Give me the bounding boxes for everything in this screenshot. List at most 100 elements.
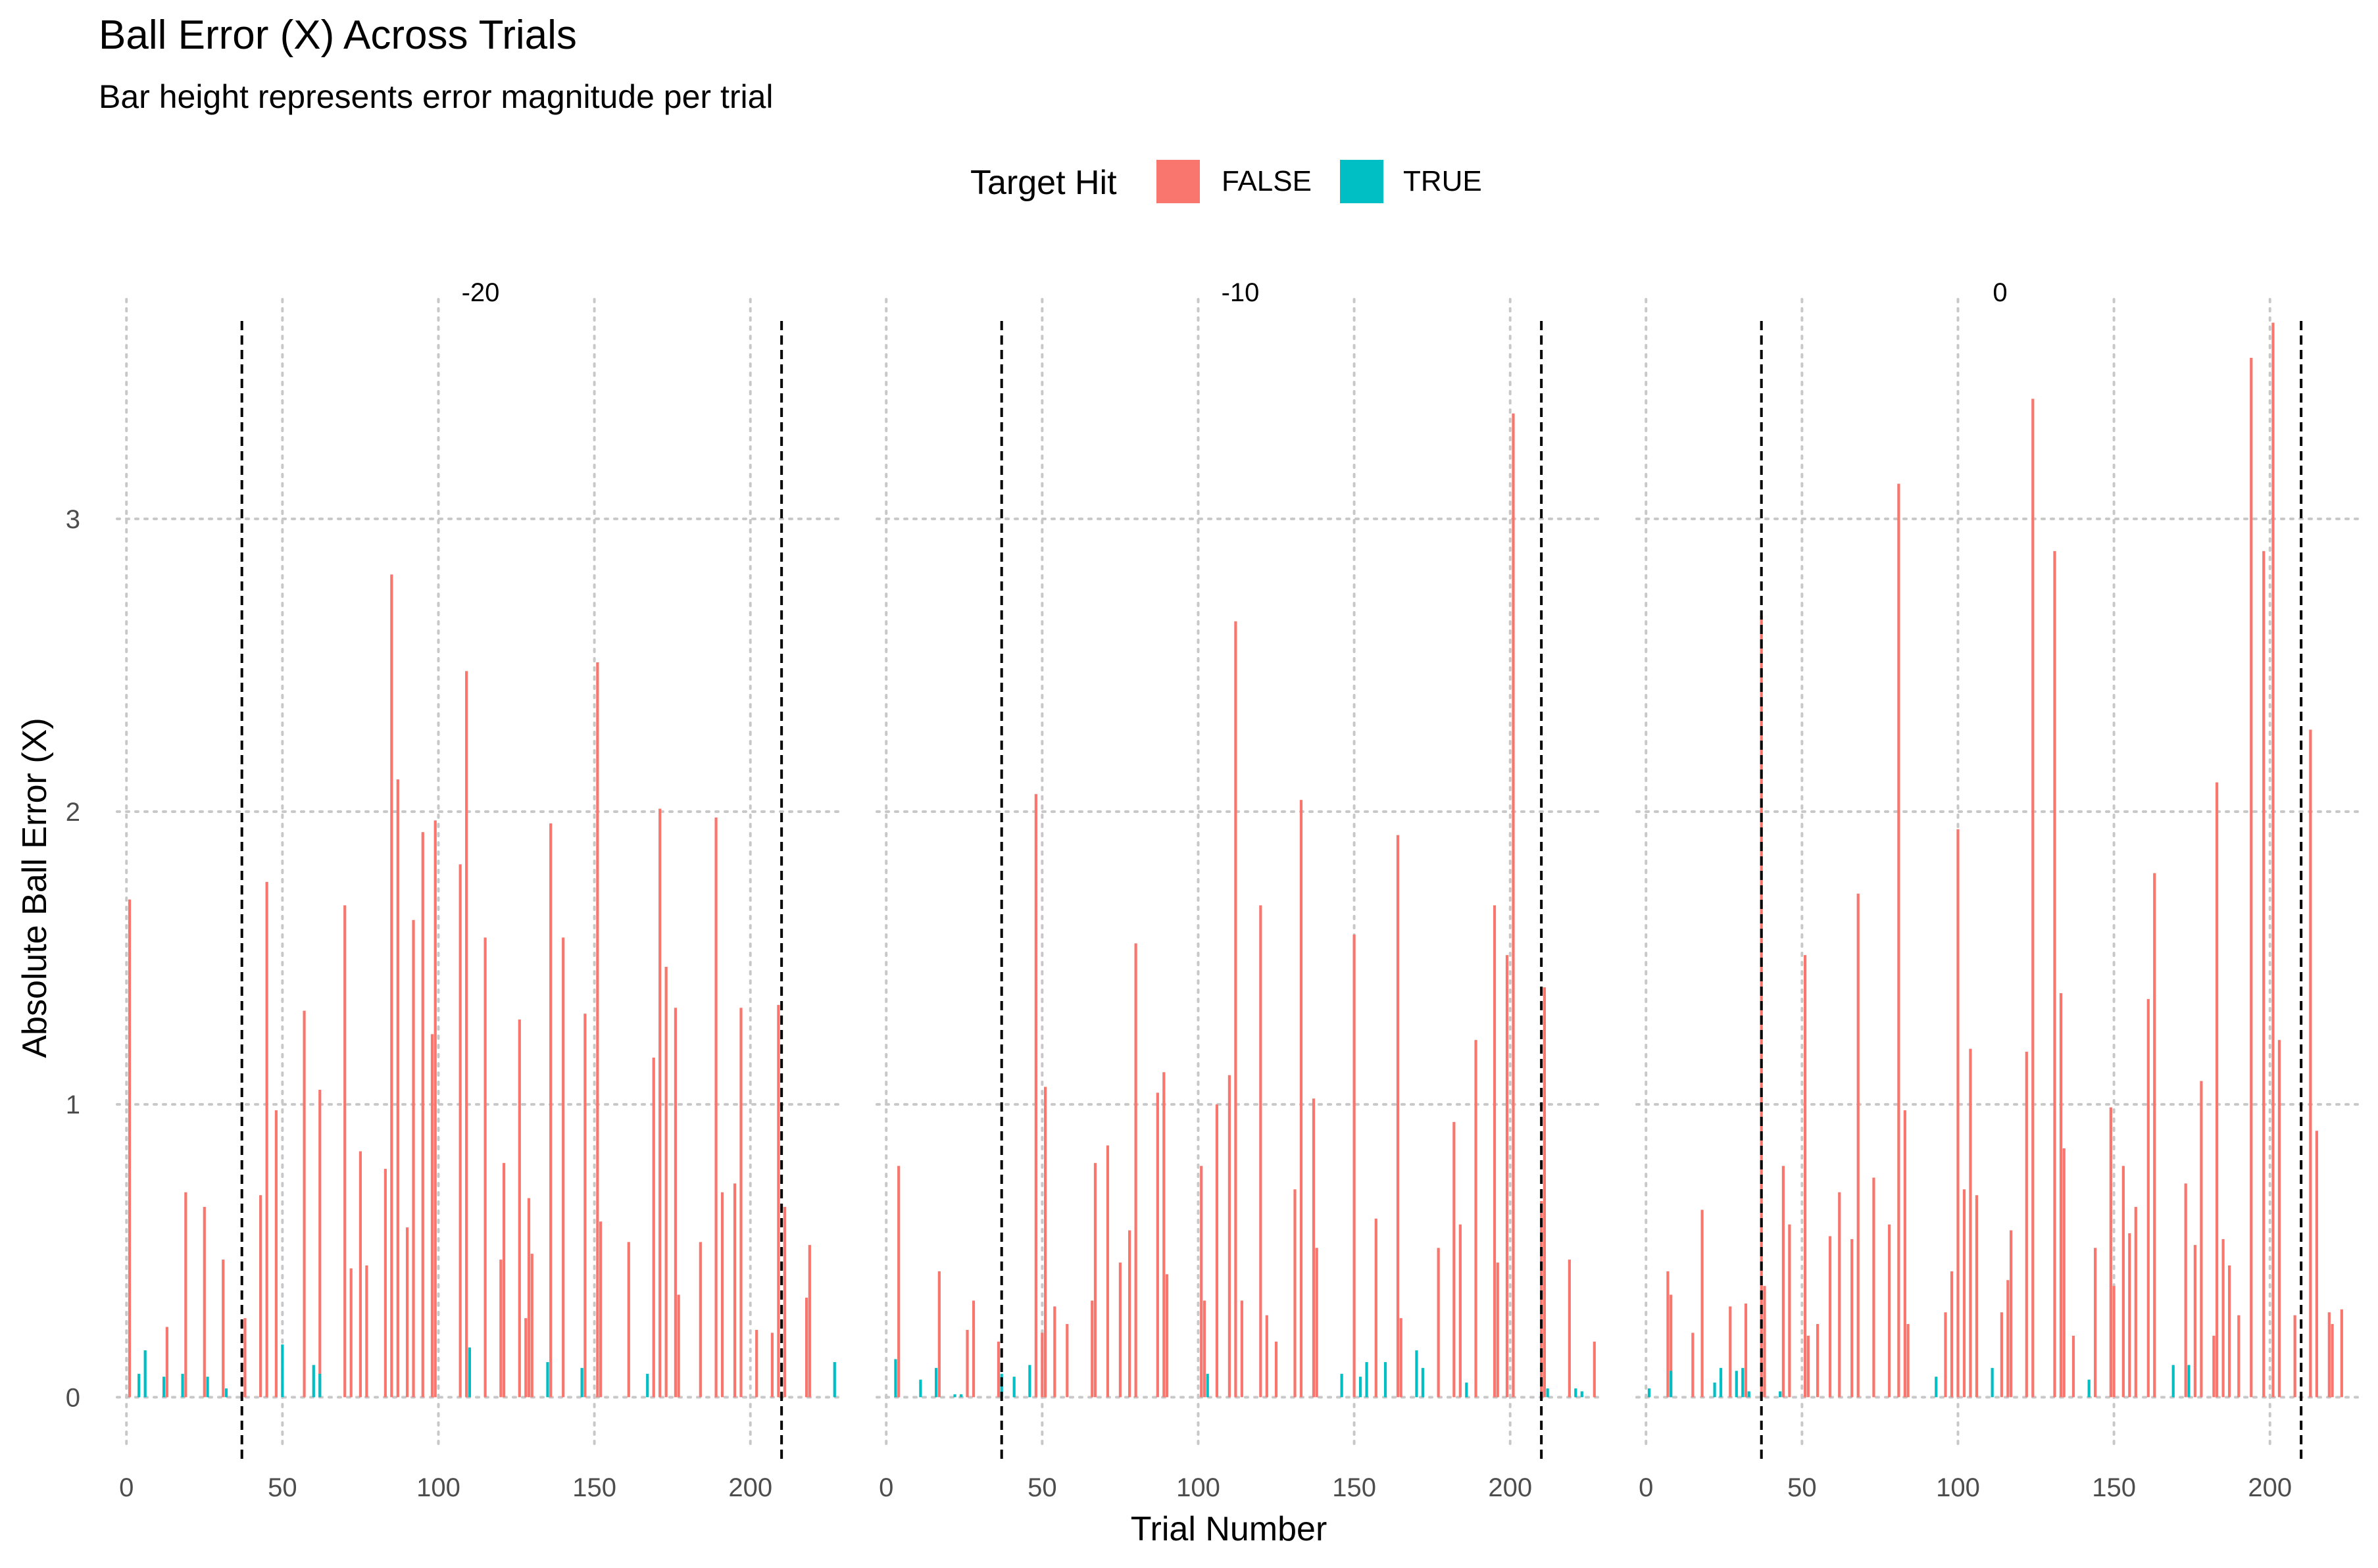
- bar-false: [365, 1265, 368, 1398]
- bar-false: [430, 1034, 434, 1398]
- bar-false: [783, 1206, 786, 1398]
- bar-false: [1700, 1210, 1704, 1398]
- x-tick-label: 150: [572, 1473, 616, 1502]
- bar-false: [714, 817, 718, 1398]
- x-tick-label: 100: [416, 1473, 460, 1502]
- bar-false: [2271, 322, 2275, 1398]
- bar-true: [1741, 1367, 1745, 1398]
- bar-false: [596, 662, 599, 1398]
- bar-false: [518, 1019, 521, 1398]
- bar-true: [1719, 1367, 1723, 1398]
- bar-false: [1227, 1075, 1231, 1398]
- legend-label-true: TRUE: [1403, 165, 1482, 197]
- bar-true: [953, 1394, 956, 1398]
- bar-true: [1546, 1388, 1549, 1398]
- bar-true: [468, 1347, 472, 1398]
- bar-true: [143, 1350, 147, 1398]
- x-axis-title: Trial Number: [1131, 1510, 1327, 1548]
- bar-true: [281, 1344, 284, 1398]
- bar-true: [919, 1379, 922, 1398]
- bar-false: [2094, 1248, 2097, 1398]
- bar-true: [1383, 1361, 1387, 1398]
- bar-false: [2009, 1230, 2013, 1398]
- bar-true: [1365, 1361, 1368, 1398]
- bar-false: [2025, 1052, 2028, 1398]
- bar-true: [1713, 1383, 1716, 1398]
- bar-false: [733, 1183, 737, 1398]
- bar-false: [2212, 1335, 2216, 1398]
- bar-true: [2087, 1379, 2091, 1398]
- bar-false: [2146, 998, 2150, 1398]
- bar-true: [2187, 1365, 2191, 1398]
- bar-false: [2262, 551, 2266, 1398]
- bar-false: [1788, 1224, 1791, 1398]
- bar-false: [2153, 873, 2156, 1398]
- bar-false: [1593, 1341, 1596, 1398]
- x-tick-label: 50: [1028, 1473, 1057, 1502]
- bar-false: [652, 1057, 655, 1398]
- bar-true: [1358, 1377, 1362, 1398]
- bar-false: [458, 864, 462, 1398]
- bar-false: [2109, 1107, 2112, 1398]
- bar-false: [2112, 1286, 2116, 1398]
- bar-false: [2237, 1315, 2241, 1398]
- bar-false: [349, 1268, 353, 1398]
- bar-true: [580, 1367, 583, 1398]
- bar-true: [1415, 1350, 1418, 1398]
- bar-false: [1906, 1324, 1910, 1398]
- bar-false: [2331, 1324, 2334, 1398]
- bar-true: [1991, 1367, 1994, 1398]
- bar-true: [1935, 1377, 1938, 1398]
- bar-false: [2200, 1081, 2203, 1398]
- bar-false: [562, 937, 565, 1398]
- bar-false: [1493, 905, 1497, 1398]
- bar-false: [1828, 1236, 1832, 1398]
- bar-false: [1816, 1324, 1820, 1398]
- legend-title: Target Hit: [970, 164, 1117, 202]
- x-tick-label: 100: [1936, 1473, 1980, 1502]
- bar-false: [396, 779, 399, 1398]
- y-tick-label: 0: [66, 1383, 80, 1412]
- bar-false: [2071, 1335, 2075, 1398]
- bar-false: [1091, 1300, 1094, 1398]
- bar-false: [259, 1195, 262, 1398]
- bar-false: [1474, 1040, 1477, 1398]
- bar-true: [1028, 1365, 1031, 1398]
- bar-false: [465, 671, 468, 1398]
- bar-false: [1568, 1260, 1571, 1398]
- x-tick-label: 0: [879, 1473, 893, 1502]
- bar-false: [1956, 829, 1960, 1398]
- bar-false: [808, 1244, 811, 1398]
- bar-true: [162, 1377, 166, 1398]
- bar-false: [1093, 1163, 1097, 1398]
- bar-false: [972, 1300, 976, 1398]
- bar-false: [1872, 1177, 1875, 1398]
- bar-false: [1888, 1224, 1891, 1398]
- bar-true: [2171, 1365, 2175, 1398]
- bar-false: [2121, 1165, 2125, 1398]
- bar-false: [1156, 1092, 1159, 1398]
- x-tick-label: 50: [1787, 1473, 1817, 1502]
- chart-title: Ball Error (X) Across Trials: [99, 12, 577, 58]
- bar-false: [2221, 1238, 2225, 1398]
- bar-false: [359, 1151, 362, 1398]
- bar-false: [1903, 1110, 1906, 1398]
- x-tick-label: 100: [1176, 1473, 1220, 1502]
- bar-false: [1043, 1087, 1047, 1398]
- bar-false: [1744, 1303, 1748, 1398]
- bar-false: [433, 820, 437, 1398]
- facet-panel-0: -20 0 50 100 150 200: [116, 278, 845, 1502]
- bar-false: [2134, 1206, 2137, 1398]
- bar-false: [1041, 1333, 1044, 1398]
- bar-false: [2031, 399, 2035, 1398]
- facet-strip-label: -10: [1222, 278, 1260, 307]
- bar-false: [2006, 1280, 2010, 1398]
- bar-true: [206, 1377, 209, 1398]
- bar-false: [499, 1260, 503, 1398]
- bar-false: [1452, 1121, 1456, 1398]
- bar-false: [165, 1327, 168, 1398]
- bar-true: [1735, 1371, 1738, 1398]
- bar-false: [2293, 1315, 2296, 1398]
- bar-false: [664, 966, 668, 1398]
